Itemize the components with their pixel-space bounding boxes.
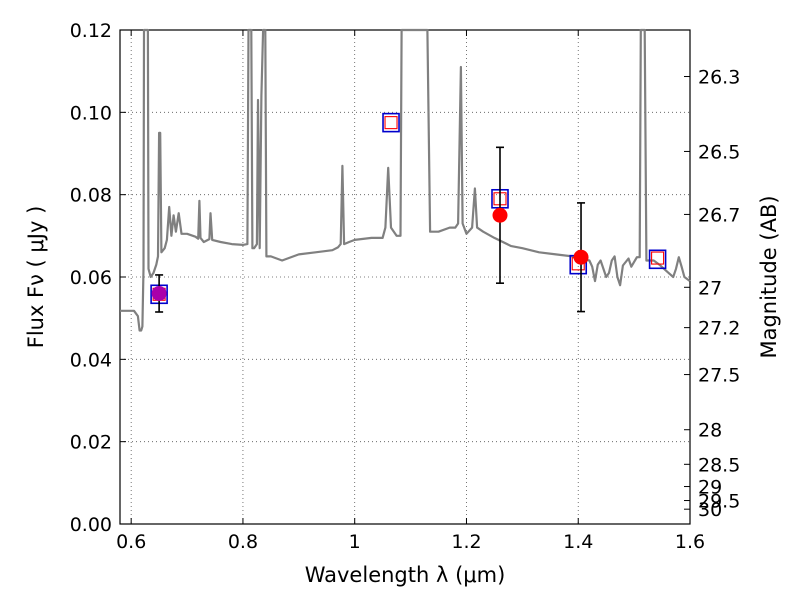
y-tick-label: 0.08 [70,185,112,207]
grid-layer [120,30,690,524]
x-tick-label: 1.6 [675,531,705,553]
marker-layer [150,112,667,313]
right-tick-label: 26.7 [698,204,740,226]
x-tick-label: 1 [349,531,361,553]
right-tick-label: 26.5 [698,141,740,163]
x-tick-label: 1.4 [563,531,593,553]
x-tick-label: 0.6 [116,531,146,553]
right-tick-label: 26.3 [698,67,740,89]
y-tick-label: 0.04 [70,349,112,371]
model-spectrum-line [120,28,691,332]
right-tick-label: 29 [698,477,722,499]
axis-layer: 0.6 0.8 1 1.2 1.4 1.6 0.00 0.02 0.04 0.06 0.08 0.10… [70,20,741,553]
y-axis-right-label: Magnitude (AB) [757,195,781,358]
y-tick-label: 0.00 [70,514,112,536]
model-flux-inner-square [651,251,665,265]
right-tick-label: 30 [698,499,722,521]
model-flux-square [648,249,667,270]
observed-flux-point [573,249,589,265]
observed-flux-point [492,207,508,223]
x-axis-label: Wavelength λ (μm) [305,563,506,587]
observed-flux-point [151,285,167,301]
right-tick-label: 27.2 [698,318,740,340]
y-axis-label: Flux Fν ( μJy ) [24,206,48,349]
right-tick-label: 29.5 [698,491,740,513]
y-tick-label: 0.02 [70,432,112,454]
right-tick-label: 27.5 [698,365,740,387]
right-tick-label: 28 [698,420,722,442]
y-tick-label: 0.12 [70,20,112,42]
x-tick-label: 0.8 [228,531,258,553]
y-tick-label: 0.06 [70,267,112,289]
model-flux-inner-square [384,116,398,130]
right-tick-label: 28.5 [698,454,740,476]
model-flux-square [382,112,400,133]
x-tick-label: 1.2 [451,531,481,553]
spectrum-layer [120,28,691,332]
y-tick-label: 0.10 [70,102,112,124]
right-tick-label: 27 [698,277,722,299]
